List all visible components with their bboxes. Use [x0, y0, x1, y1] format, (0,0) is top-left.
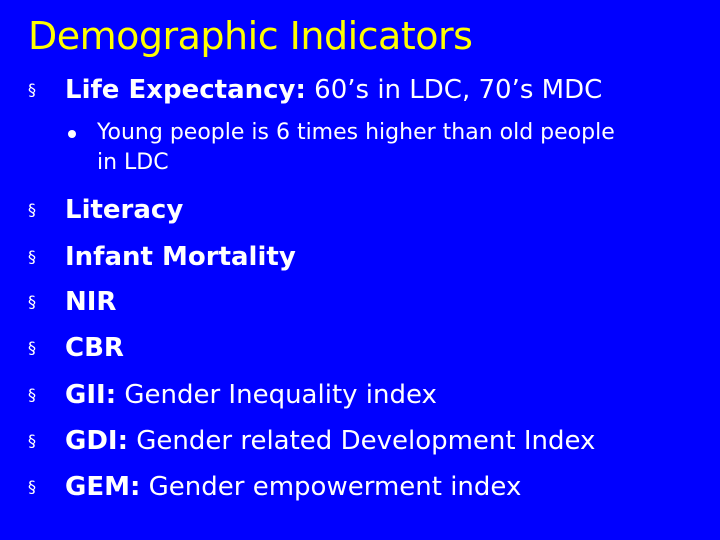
bullet-term: CBR: [65, 333, 124, 363]
square-bullet-icon: §: [28, 247, 36, 266]
square-bullet-icon: §: [28, 338, 36, 357]
bullet-term: GEM:: [65, 472, 141, 502]
bullet-detail: Gender related Development Index: [128, 426, 596, 456]
square-bullet-icon: §: [28, 385, 36, 404]
round-bullet-icon: [68, 130, 76, 138]
bullet-term: Literacy: [65, 195, 184, 225]
bullet-term: Infant Mortality: [65, 242, 296, 272]
bullet-detail: Gender empowerment index: [140, 472, 522, 502]
square-bullet-icon: §: [28, 292, 36, 311]
slide-title: Demographic Indicators: [28, 14, 473, 58]
sub-bullet-line-2: in LDC: [97, 150, 169, 175]
bullet-term: GDI:: [65, 426, 128, 456]
square-bullet-icon: §: [28, 477, 36, 496]
bullet-term: GII:: [65, 380, 117, 410]
bullet-term: NIR: [65, 287, 117, 317]
sub-bullet-line-1: Young people is 6 times higher than old …: [97, 120, 615, 145]
square-bullet-icon: §: [28, 200, 36, 219]
square-bullet-icon: §: [28, 431, 36, 450]
bullet-detail: Gender Inequality index: [116, 380, 437, 410]
square-bullet-icon: §: [28, 80, 36, 99]
bullet-detail: 60’s in LDC, 70’s MDC: [305, 75, 603, 105]
bullet-term: Life Expectancy:: [65, 75, 306, 105]
